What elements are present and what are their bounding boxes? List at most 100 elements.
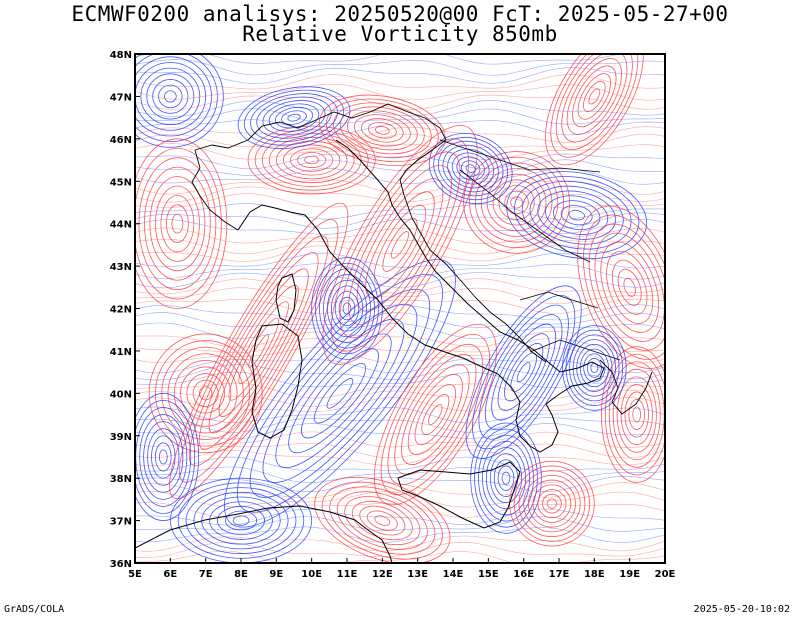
- positive-vorticity-contour: [155, 340, 257, 447]
- negative-vorticity-contour: [472, 295, 576, 450]
- positive-vorticity-contour: [360, 118, 404, 143]
- negative-vorticity-contour: [224, 510, 258, 531]
- background-isoline: [135, 238, 665, 255]
- negative-vorticity-contour: [456, 156, 485, 181]
- background-isoline: [135, 159, 665, 176]
- negative-vorticity-contour: [497, 333, 550, 411]
- negative-vorticity-contour: [135, 54, 218, 143]
- background-isoline: [135, 272, 665, 289]
- positive-vorticity-contour: [365, 191, 435, 299]
- africa-coastline: [135, 505, 393, 563]
- positive-vorticity-contour: [322, 125, 478, 365]
- positive-vorticity-contour: [314, 476, 451, 563]
- lon-tick-label: 7E: [199, 569, 213, 580]
- background-isoline: [135, 442, 665, 459]
- positive-vorticity-contour: [173, 359, 238, 427]
- positive-vorticity-contour: [527, 479, 576, 528]
- lat-tick-label: 38N: [110, 474, 132, 485]
- negative-vorticity-contour: [151, 435, 176, 479]
- background-isoline: [135, 541, 665, 558]
- negative-vorticity-contour: [139, 414, 188, 500]
- positive-vorticity-contour: [421, 394, 450, 436]
- negative-vorticity-contour: [135, 400, 196, 514]
- negative-vorticity-contour: [461, 160, 481, 177]
- negative-vorticity-contour: [262, 100, 326, 136]
- background-isoline: [135, 312, 665, 328]
- positive-vorticity-contour: [373, 323, 497, 506]
- negative-vorticity-contour: [465, 164, 476, 173]
- positive-vorticity-contour: [148, 333, 263, 454]
- negative-vorticity-contour: [521, 180, 632, 250]
- positive-vorticity-contour: [198, 251, 319, 450]
- positive-vorticity-contour: [550, 54, 639, 158]
- positive-vorticity-contour: [601, 346, 665, 483]
- positive-vorticity-contour: [632, 406, 642, 423]
- positive-vorticity-contour: [617, 268, 642, 306]
- background-isoline: [135, 397, 665, 412]
- chart-subtitle: Relative Vorticity 850mb: [242, 22, 558, 46]
- positive-vorticity-contour: [339, 106, 425, 155]
- positive-vorticity-contour: [275, 140, 348, 180]
- negative-vorticity-contour: [135, 56, 212, 137]
- negative-vorticity-contour: [568, 209, 585, 221]
- negative-vorticity-contour: [288, 333, 392, 454]
- background-isoline: [135, 482, 665, 499]
- negative-vorticity-contour: [484, 314, 563, 431]
- negative-vorticity-contour: [506, 171, 648, 260]
- positive-vorticity-contour: [606, 250, 654, 324]
- lon-tick-label: 5E: [128, 569, 142, 580]
- background-isoline: [135, 193, 665, 209]
- background-isoline: [135, 143, 665, 161]
- negative-vorticity-contour: [275, 318, 405, 469]
- positive-vorticity-contour: [155, 185, 200, 262]
- positive-vorticity-contour: [546, 498, 558, 509]
- positive-vorticity-contour: [407, 374, 463, 456]
- positive-vorticity-contour: [537, 489, 567, 519]
- negative-vorticity-contour: [185, 487, 297, 554]
- positive-vorticity-contour: [282, 144, 341, 176]
- lon-tick-label: 17E: [549, 569, 570, 580]
- lat-tick-label: 45N: [110, 177, 132, 188]
- lat-tick-label: 36N: [110, 559, 132, 570]
- positive-vorticity-contour: [149, 176, 206, 272]
- lon-tick-label: 15E: [478, 569, 499, 580]
- positive-vorticity-contour: [167, 353, 244, 434]
- background-isoline: [135, 119, 665, 136]
- positive-vorticity-contour: [588, 88, 601, 105]
- negative-vorticity-contour: [565, 329, 623, 406]
- negative-vorticity-contour: [135, 62, 207, 131]
- negative-vorticity-contour: [193, 491, 289, 550]
- positive-vorticity-contour: [366, 510, 398, 531]
- positive-vorticity-contour: [463, 151, 570, 254]
- background-isoline: [135, 94, 665, 110]
- lon-tick-label: 18E: [584, 569, 605, 580]
- lat-tick-label: 47N: [110, 92, 132, 103]
- positive-vorticity-contour: [542, 493, 562, 514]
- negative-vorticity-contour: [158, 449, 168, 465]
- vorticity-contours: [135, 54, 665, 563]
- positive-vorticity-contour: [348, 164, 452, 325]
- background-isoline: [135, 100, 665, 117]
- adriatic-east-coast: [403, 194, 547, 363]
- positive-vorticity-contour: [616, 376, 657, 453]
- alpine-border: [194, 103, 447, 196]
- negative-vorticity-contour: [268, 103, 320, 132]
- background-isoline: [135, 218, 665, 235]
- positive-vorticity-contour: [346, 110, 418, 151]
- positive-vorticity-contour: [374, 126, 390, 135]
- negative-vorticity-contour: [334, 291, 360, 326]
- positive-vorticity-contour: [513, 465, 591, 542]
- negative-vorticity-contour: [583, 353, 606, 383]
- negative-vorticity-contour: [478, 304, 569, 440]
- positive-vorticity-contour: [171, 213, 184, 234]
- coastline-layer: [135, 103, 653, 563]
- positive-vorticity-contour: [160, 194, 195, 253]
- positive-vorticity-contour: [577, 205, 665, 369]
- background-isoline: [135, 431, 665, 449]
- background-isoline: [135, 347, 665, 364]
- positive-vorticity-contour: [623, 277, 636, 297]
- negative-vorticity-contour: [301, 348, 379, 439]
- negative-vorticity-contour: [478, 434, 534, 522]
- positive-vorticity-contour: [577, 73, 612, 120]
- positive-vorticity-contour: [268, 137, 355, 184]
